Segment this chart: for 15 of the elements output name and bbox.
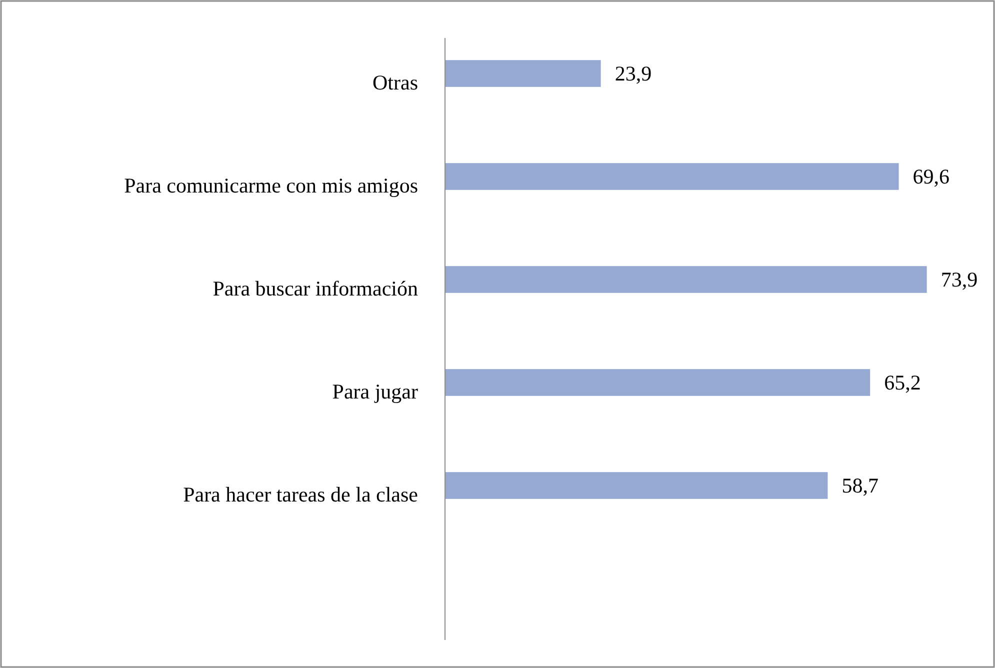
- bar: [445, 163, 899, 190]
- bar: [445, 266, 927, 293]
- data-label: 73,9: [940, 268, 978, 292]
- data-label: 58,7: [842, 474, 878, 498]
- bar: [445, 60, 601, 87]
- y-tick-label: Para buscar información: [212, 276, 418, 300]
- data-label: 65,2: [884, 370, 921, 394]
- bar: [445, 369, 870, 396]
- y-tick-label: Otras: [372, 70, 418, 94]
- data-label: 23,9: [614, 62, 652, 86]
- y-tick-label: Para jugar: [332, 380, 418, 404]
- y-tick-label: Para hacer tareas de la clase: [183, 482, 418, 506]
- data-label: 69,6: [912, 164, 950, 188]
- y-tick-label: Para comunicarme con mis amigos: [124, 174, 418, 198]
- bar: [445, 472, 828, 499]
